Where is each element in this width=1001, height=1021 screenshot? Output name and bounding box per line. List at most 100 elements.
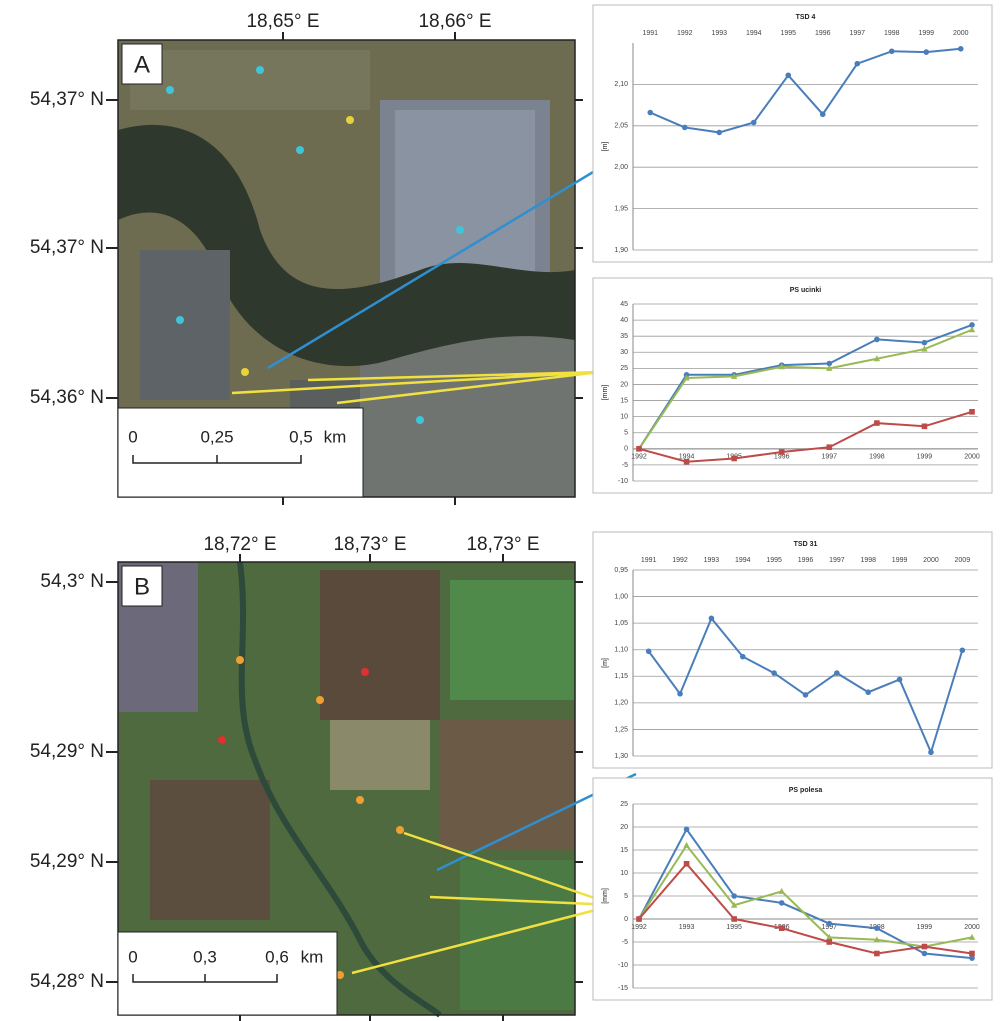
y-tick-label: 0,95 [614, 567, 628, 574]
point [716, 130, 722, 136]
x-tick-label: 1995 [726, 924, 742, 931]
point [865, 689, 871, 695]
longitude-label: 18,73° E [466, 534, 539, 555]
x-tick-label: 1995 [780, 30, 796, 37]
latitude-label: 54,37° N [30, 237, 104, 258]
y-tick-label: 20 [620, 381, 628, 388]
scale-label: km [324, 427, 347, 446]
y-tick-label: 1,25 [614, 726, 628, 733]
x-tick-label: 1996 [815, 30, 831, 37]
point [731, 893, 737, 899]
scale-label: 0,6 [265, 947, 289, 966]
y-tick-label: 15 [620, 397, 628, 404]
longitude-label: 18,65° E [246, 11, 319, 32]
point [682, 125, 688, 131]
y-tick-label: 1,90 [614, 247, 628, 254]
y-axis-label: [mm] [602, 888, 609, 904]
x-tick-label: 2000 [964, 454, 980, 461]
y-tick-label: 2,10 [614, 81, 628, 88]
y-tick-label: 30 [620, 349, 628, 356]
point [826, 939, 832, 945]
point [731, 456, 737, 462]
point [731, 916, 737, 922]
y-tick-label: 0 [624, 916, 628, 923]
point [684, 861, 690, 867]
point [923, 49, 929, 55]
x-tick-label: 1992 [631, 924, 647, 931]
latitude-label: 54,28° N [30, 971, 104, 992]
y-tick-label: -10 [618, 478, 628, 485]
point [684, 827, 690, 833]
point [779, 925, 785, 931]
point [636, 916, 642, 922]
point [958, 46, 964, 52]
y-tick-label: 10 [620, 870, 628, 877]
x-tick-label: 1991 [642, 30, 658, 37]
point [969, 951, 975, 957]
x-tick-label: 1996 [798, 557, 814, 564]
x-tick-label: 2000 [923, 557, 939, 564]
x-tick-label: 1995 [766, 557, 782, 564]
point [785, 72, 791, 78]
y-tick-label: 1,05 [614, 620, 628, 627]
y-tick-label: 1,20 [614, 700, 628, 707]
point [922, 423, 928, 429]
y-axis-label: [mm] [602, 385, 609, 401]
y-tick-label: 1,15 [614, 673, 628, 680]
y-tick-label: 1,30 [614, 753, 628, 760]
point [779, 900, 785, 906]
point [803, 692, 809, 698]
y-tick-label: -10 [618, 962, 628, 969]
x-tick-label: 1997 [829, 557, 845, 564]
point [874, 925, 880, 931]
panel-letter: A [134, 51, 150, 78]
x-tick-label: 1997 [821, 454, 837, 461]
point [834, 670, 840, 676]
latitude-label: 54,29° N [30, 741, 104, 762]
x-tick-label: 1994 [735, 557, 751, 564]
x-tick-label: 1999 [892, 557, 908, 564]
x-tick-label: 1994 [746, 30, 762, 37]
chart-frame [593, 278, 992, 493]
scale-label: 0,5 [289, 427, 313, 446]
x-tick-label: 1992 [677, 30, 693, 37]
point [922, 951, 928, 957]
x-tick-label: 1999 [917, 924, 933, 931]
y-tick-label: 10 [620, 413, 628, 420]
x-tick-label: 1992 [631, 454, 647, 461]
point [647, 110, 653, 116]
point [874, 951, 880, 957]
point [922, 340, 928, 346]
x-tick-label: 2000 [953, 30, 969, 37]
y-tick-label: 20 [620, 824, 628, 831]
x-tick-label: 1998 [869, 454, 885, 461]
y-tick-label: 40 [620, 317, 628, 324]
scale-label: km [301, 947, 324, 966]
x-tick-label: 1998 [884, 30, 900, 37]
point [709, 616, 715, 622]
point [826, 444, 832, 450]
point [677, 691, 683, 697]
point [771, 670, 777, 676]
x-tick-label: 1997 [849, 30, 865, 37]
y-tick-label: 1,95 [614, 205, 628, 212]
point [928, 749, 934, 755]
point [636, 446, 642, 452]
latitude-label: 54,37° N [30, 89, 104, 110]
y-tick-label: 2,00 [614, 164, 628, 171]
y-tick-label: 25 [620, 801, 628, 808]
y-axis-label: [m] [602, 658, 609, 668]
scale-label: 0 [128, 947, 137, 966]
point [874, 420, 880, 426]
x-tick-label: 1993 [711, 30, 727, 37]
scale-label: 0 [128, 427, 137, 446]
y-tick-label: 0 [624, 446, 628, 453]
y-tick-label: 5 [624, 430, 628, 437]
y-tick-label: -5 [622, 462, 628, 469]
point [751, 120, 757, 126]
chart-title: PS polesa [789, 787, 823, 794]
y-tick-label: 45 [620, 301, 628, 308]
x-tick-label: 1991 [641, 557, 657, 564]
y-tick-label: 15 [620, 847, 628, 854]
x-tick-label: 1998 [860, 557, 876, 564]
